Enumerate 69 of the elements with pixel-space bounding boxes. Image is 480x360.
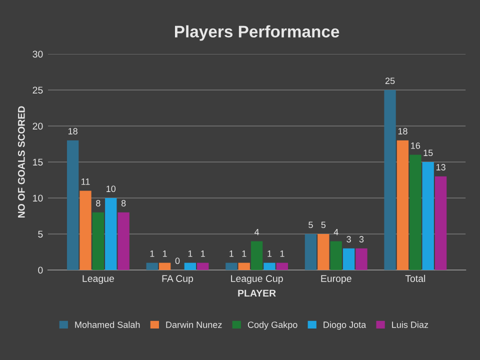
data-label: 1 [242,250,246,257]
bar [184,262,196,270]
bar [318,234,330,270]
bar [92,212,104,270]
bar [264,262,276,270]
data-label: 10 [106,186,116,192]
y-tick-label: 0 [38,266,43,274]
x-tick-label: Total [405,274,426,282]
bar [422,162,434,270]
bar [384,90,396,270]
data-label: 5 [308,222,313,228]
x-tick-label: League [82,275,114,284]
x-tick-label: FA Cup [162,275,194,284]
bar [356,248,368,270]
data-label: 1 [268,250,272,257]
bar [238,262,250,270]
data-label: 1 [162,250,167,257]
y-axis-title: NO OF GOALS SCORED [18,106,25,218]
bar [304,234,317,270]
legend-label: Diogo Jota [324,321,366,330]
data-label: 11 [82,178,90,185]
bar [410,154,422,270]
bar [158,262,171,270]
legend-label: Mohamed Salah [75,321,140,328]
data-label: 1 [201,250,205,257]
data-label: 25 [385,78,395,84]
data-label: 8 [121,200,126,206]
data-label: 5 [321,222,326,228]
bar [276,262,288,270]
bar [146,262,158,270]
y-tick-label: 5 [38,230,43,238]
bar [342,248,355,270]
y-tick-label: 30 [32,50,43,58]
bar [197,262,209,270]
data-label: 1 [150,250,154,257]
data-label: 3 [359,236,364,242]
data-label: 1 [280,250,284,257]
data-label: 1 [188,250,192,257]
legend-label: Darwin Nunez [166,321,222,328]
y-tick-label: 20 [32,122,43,130]
bar [105,198,117,270]
x-tick-label: Europe [321,275,352,284]
y-tick-label: 10 [33,194,43,202]
x-axis-title: PLAYER [238,290,276,297]
data-label: 4 [254,228,260,236]
data-label: 3 [346,236,351,242]
data-label: 8 [96,200,100,206]
y-tick-label: 15 [33,158,43,166]
data-label: 4 [334,228,338,236]
bar [330,241,342,270]
data-label: 18 [398,128,408,134]
y-tick-label: 25 [32,86,43,94]
legend-label: Luis Diaz [392,321,428,328]
bar [118,212,130,270]
data-label: 13 [436,164,446,170]
bar [66,140,79,270]
bar [250,241,263,270]
bar [434,176,447,270]
data-label: 0 [175,258,180,264]
data-label: 16 [411,142,420,149]
legend-label: Cody Gakpo [248,321,298,330]
data-label: 18 [68,128,78,134]
x-tick-label: League Cup [231,275,283,284]
bar [396,140,409,270]
bar [226,262,238,270]
bar [80,190,92,270]
data-label: 15 [424,150,433,156]
chart-title: Players Performance [175,25,340,41]
data-label: 1 [230,250,234,257]
